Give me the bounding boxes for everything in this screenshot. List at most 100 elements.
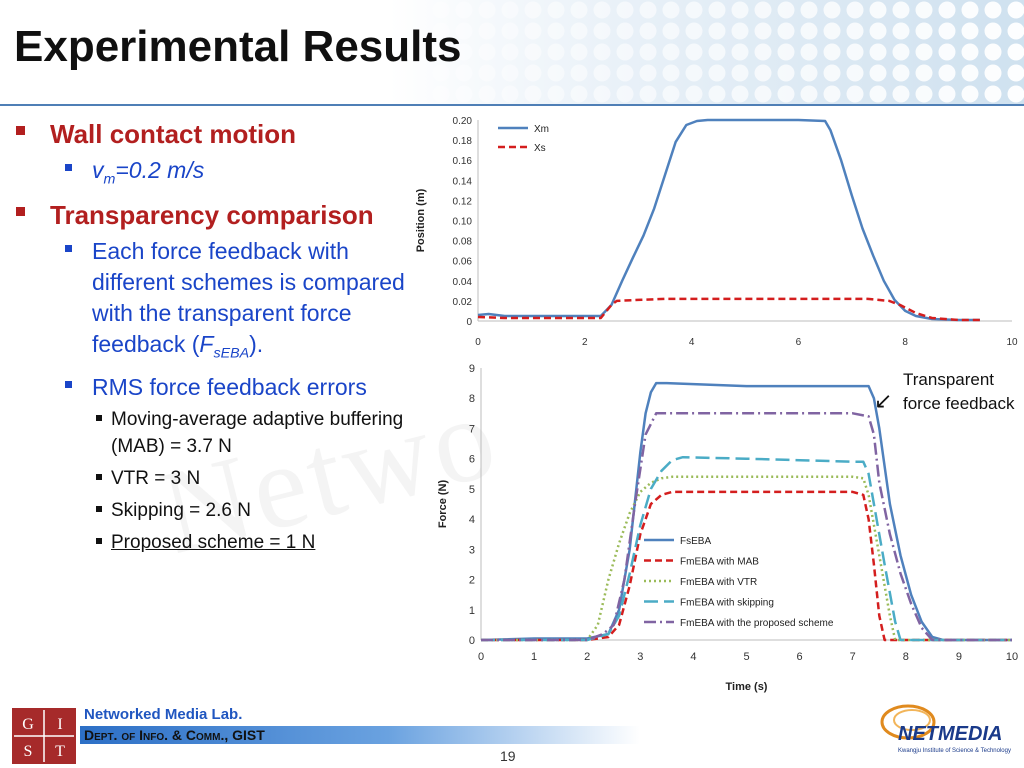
bullet-text: RMS force feedback errors bbox=[92, 374, 367, 401]
y-tick-label: 2 bbox=[469, 575, 475, 587]
legend-label: FmEBA with VTR bbox=[680, 577, 757, 588]
y-tick-label: 0.20 bbox=[453, 116, 473, 127]
x-axis-label: Time (s) bbox=[726, 681, 768, 693]
bullet-marker bbox=[96, 538, 102, 545]
y-tick-label: 0.14 bbox=[453, 176, 473, 187]
x-tick-label: 10 bbox=[1006, 337, 1018, 348]
y-tick-label: 7 bbox=[469, 423, 475, 435]
bullet-marker bbox=[96, 474, 102, 481]
x-tick-label: 8 bbox=[902, 337, 908, 348]
bullet-each-force: Each force feedback with different schem… bbox=[14, 236, 410, 370]
series-line bbox=[481, 455, 1012, 642]
bullet-text: vm=0.2 m/s bbox=[92, 155, 410, 196]
y-tick-label: 0.06 bbox=[453, 257, 473, 268]
bullet-marker bbox=[16, 126, 25, 135]
bullet-transparency: Transparency comparison bbox=[14, 199, 410, 232]
bullet-text: Each force feedback with different schem… bbox=[92, 236, 410, 370]
y-axis-label: Position (m) bbox=[415, 188, 427, 252]
bullet-marker bbox=[96, 506, 102, 513]
f-subscript: sEBA bbox=[213, 345, 250, 362]
gist-letter-s: S bbox=[24, 743, 33, 760]
x-tick-label: 9 bbox=[956, 651, 962, 663]
bullet-marker bbox=[65, 381, 72, 389]
bullet-marker bbox=[96, 415, 102, 422]
bullet-mab: Moving-average adaptive buffering (MAB) … bbox=[14, 406, 410, 460]
dot-pattern-decoration bbox=[432, 1, 1024, 103]
x-tick-label: 6 bbox=[796, 337, 802, 348]
legend-label: FmEBA with the proposed scheme bbox=[680, 618, 834, 629]
series-line bbox=[477, 297, 980, 322]
gist-letter-g: G bbox=[22, 716, 34, 733]
dept-bar bbox=[80, 726, 640, 744]
y-tick-label: 1 bbox=[469, 605, 475, 617]
y-tick-label: 0.08 bbox=[453, 237, 473, 248]
bullet-marker bbox=[65, 244, 72, 252]
f-symbol: F bbox=[199, 330, 214, 357]
y-tick-label: 4 bbox=[469, 514, 475, 526]
y-axis-label: Force (N) bbox=[437, 480, 449, 529]
series-line bbox=[481, 412, 1012, 642]
x-tick-label: 4 bbox=[690, 651, 696, 663]
y-tick-label: 0.16 bbox=[453, 156, 473, 167]
bullet-rms: RMS force feedback errors bbox=[14, 372, 410, 403]
y-tick-label: 0.04 bbox=[453, 277, 473, 288]
y-tick-label: 3 bbox=[469, 544, 475, 556]
bullet-proposed: Proposed scheme = 1 N bbox=[14, 529, 410, 556]
page-number: 19 bbox=[500, 748, 516, 764]
x-tick-label: 0 bbox=[478, 651, 484, 663]
bullet-marker bbox=[16, 206, 25, 216]
y-tick-label: 8 bbox=[469, 393, 475, 405]
legend-label: FmEBA with skipping bbox=[680, 598, 774, 609]
netmedia-wordmark: NETMEDIA bbox=[898, 723, 1002, 745]
x-tick-label: 5 bbox=[743, 651, 749, 663]
transparent-force-callout: Transparent force feedback bbox=[903, 368, 1023, 416]
bullet-text: Transparency comparison bbox=[50, 199, 374, 230]
bullet-text: Proposed scheme = 1 N bbox=[111, 532, 316, 554]
lab-name: Networked Media Lab. bbox=[84, 706, 243, 723]
bullet-vtr: VTR = 3 N bbox=[14, 465, 410, 492]
netmedia-logo: NETMEDIA Kwangju Institute of Science & … bbox=[880, 704, 1011, 754]
force-chart: 0 1 2 3 4 5 6 7 8 9 0 1 2 3 4 5 6 7 8 9 10 Force (N) Time (s) F… bbox=[437, 363, 1018, 693]
y-tick-label: 5 bbox=[469, 484, 475, 496]
bullet-text: Skipping = 2.6 N bbox=[111, 500, 251, 522]
callout-text: Transparent force feedback bbox=[903, 370, 1015, 413]
bullet-wall-contact: Wall contact motion bbox=[14, 118, 410, 151]
series-line bbox=[481, 475, 1012, 642]
y-tick-label: 9 bbox=[469, 363, 475, 375]
vm-subscript: m bbox=[103, 171, 116, 188]
gist-letter-t: T bbox=[55, 743, 65, 760]
title-bar: Experimental Results bbox=[0, 0, 1024, 106]
callout-arrow-icon: ↙ bbox=[874, 388, 893, 413]
x-tick-label: 8 bbox=[903, 651, 909, 663]
slide-title: Experimental Results bbox=[14, 22, 462, 71]
bullet-text: Moving-average adaptive buffering (MAB) … bbox=[111, 409, 404, 458]
x-tick-label: 1 bbox=[531, 651, 537, 663]
position-chart: 0 0.02 0.04 0.06 0.08 0.10 0.12 0.14 0.16 0.18 0.2… bbox=[415, 116, 1018, 348]
bullet-marker bbox=[65, 164, 72, 171]
x-tick-label: 2 bbox=[584, 651, 590, 663]
x-tick-label: 6 bbox=[797, 651, 803, 663]
y-tick-label: 0.12 bbox=[453, 196, 473, 207]
series-line bbox=[480, 381, 1012, 642]
each-force-text: Each force feedback with different schem… bbox=[92, 237, 405, 357]
legend-label: Xs bbox=[534, 143, 546, 154]
x-tick-label: 4 bbox=[689, 337, 695, 348]
series-line bbox=[477, 118, 980, 322]
y-tick-label: 6 bbox=[469, 454, 475, 466]
legend-label: FsEBA bbox=[680, 536, 711, 547]
x-tick-label: 2 bbox=[582, 337, 588, 348]
y-tick-label: 0 bbox=[469, 635, 475, 647]
gist-logo: G I S T bbox=[12, 708, 76, 764]
gist-letter-i: I bbox=[57, 716, 62, 733]
vm-value: =0.2 m/s bbox=[115, 157, 205, 183]
y-tick-label: 0.02 bbox=[453, 297, 473, 308]
y-tick-label: 0.18 bbox=[453, 136, 473, 147]
legend-label: Xm bbox=[534, 124, 549, 135]
y-tick-label: 0 bbox=[466, 317, 472, 328]
x-tick-label: 0 bbox=[475, 337, 481, 348]
bullet-text: Wall contact motion bbox=[50, 119, 297, 149]
x-tick-label: 7 bbox=[850, 651, 856, 663]
bullet-text: VTR = 3 N bbox=[111, 468, 201, 490]
bullet-skipping: Skipping = 2.6 N bbox=[14, 497, 410, 524]
y-tick-label: 0.10 bbox=[453, 217, 473, 228]
